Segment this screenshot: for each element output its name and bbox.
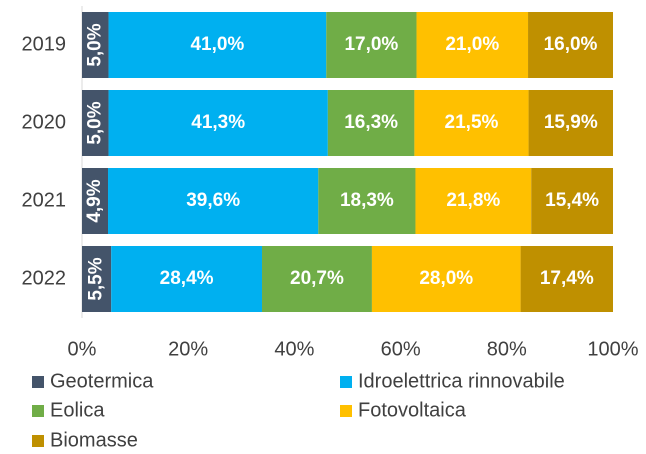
legend-swatch bbox=[32, 376, 44, 388]
data-label: 17,4% bbox=[540, 268, 594, 289]
legend-label: Geotermica bbox=[50, 370, 154, 392]
bar-segment bbox=[318, 168, 416, 234]
legend-swatch bbox=[32, 405, 44, 417]
data-label: 21,5% bbox=[445, 112, 499, 133]
bar-segment bbox=[108, 90, 328, 156]
data-label: 28,4% bbox=[160, 268, 214, 289]
bar-segment bbox=[520, 246, 613, 312]
bar-segment bbox=[414, 90, 529, 156]
legend-label: Eolica bbox=[50, 399, 105, 421]
x-tick-label: 80% bbox=[487, 338, 527, 360]
data-label: 18,3% bbox=[340, 190, 394, 211]
data-label: 41,3% bbox=[191, 112, 245, 133]
bar-segment bbox=[416, 12, 529, 78]
legend-label: Idroelettrica rinnovabile bbox=[358, 370, 565, 392]
data-label: 21,8% bbox=[446, 190, 500, 211]
data-label: 21,0% bbox=[445, 34, 499, 55]
legend-swatch bbox=[340, 376, 352, 388]
bar-segment bbox=[111, 246, 263, 312]
y-tick-label: 2022 bbox=[22, 267, 67, 289]
x-tick-label: 0% bbox=[68, 338, 97, 360]
x-tick-label: 40% bbox=[274, 338, 314, 360]
data-label: 15,9% bbox=[544, 112, 598, 133]
bar-segment bbox=[415, 168, 532, 234]
data-label: 17,0% bbox=[344, 34, 398, 55]
data-label: 5,0% bbox=[84, 23, 105, 66]
data-label: 20,7% bbox=[290, 268, 344, 289]
data-label: 16,0% bbox=[544, 34, 598, 55]
bar-segment bbox=[82, 90, 109, 156]
data-label: 15,4% bbox=[545, 190, 599, 211]
bar-segment bbox=[371, 246, 521, 312]
x-tick-label: 60% bbox=[381, 338, 421, 360]
y-tick-label: 2020 bbox=[22, 111, 67, 133]
data-label: 5,0% bbox=[84, 101, 105, 144]
legend-swatch bbox=[340, 405, 352, 417]
data-label: 4,9% bbox=[84, 179, 105, 222]
legend-label: Fotovoltaica bbox=[358, 399, 467, 421]
bar-segment bbox=[82, 246, 112, 312]
y-tick-label: 2019 bbox=[22, 33, 67, 55]
bar-segment bbox=[82, 12, 109, 78]
data-label: 5,5% bbox=[86, 257, 107, 300]
bar-segment bbox=[108, 12, 327, 78]
data-label: 41,0% bbox=[190, 34, 244, 55]
bar-segment bbox=[82, 168, 109, 234]
legend-label: Biomasse bbox=[50, 429, 138, 451]
bar-segment bbox=[108, 168, 319, 234]
bar-segment bbox=[528, 90, 613, 156]
data-label: 16,3% bbox=[344, 112, 398, 133]
bar-segment bbox=[326, 12, 417, 78]
bar-segment bbox=[262, 246, 372, 312]
bar-segment bbox=[531, 168, 613, 234]
data-label: 39,6% bbox=[186, 190, 240, 211]
y-tick-label: 2021 bbox=[22, 189, 67, 211]
bar-segment bbox=[528, 12, 613, 78]
legend-swatch bbox=[32, 435, 44, 447]
data-label: 28,0% bbox=[419, 268, 473, 289]
bar-segment bbox=[327, 90, 415, 156]
x-tick-label: 20% bbox=[168, 338, 208, 360]
x-tick-label: 100% bbox=[587, 338, 638, 360]
